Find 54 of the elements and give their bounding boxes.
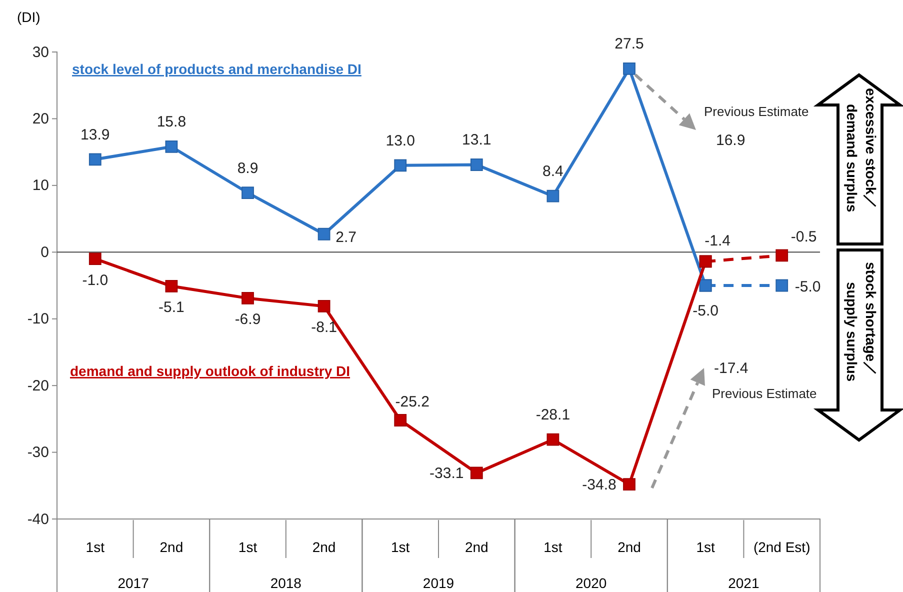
y-tick-label: 20 [32, 110, 49, 128]
text: excessive stock／ [863, 88, 879, 209]
data-label: -34.8 [582, 476, 616, 494]
data-label: -8.1 [311, 319, 337, 336]
y-tick-label: -40 [27, 510, 49, 528]
data-label: -5.1 [158, 299, 184, 316]
series-label: demand and supply outlook of industry DI [70, 363, 350, 379]
text: stock shortage／ [863, 262, 879, 376]
x-tick-label: 1st [86, 539, 105, 555]
data-label: 13.1 [462, 132, 492, 149]
data-label: -25.2 [395, 393, 430, 410]
y-tick-label: -30 [27, 444, 49, 462]
data-label: 8.9 [237, 160, 258, 177]
data-label: 13.9 [80, 126, 110, 144]
x-tick-label: 2nd [464, 539, 488, 555]
text: 2019 [422, 575, 454, 591]
data-label: 27.5 [614, 36, 644, 53]
text: supply surplus [844, 282, 860, 382]
y-tick-label: -20 [27, 377, 49, 394]
y-tick-label: 30 [32, 44, 49, 61]
x-tick-label: 2nd [618, 539, 641, 555]
data-label: -6.9 [234, 311, 261, 328]
data-label: -28.1 [536, 406, 570, 424]
y-tick-label: 10 [32, 177, 49, 194]
annotation: Previous Estimate [712, 386, 817, 401]
x-tick-label: 2nd [160, 539, 184, 555]
text: 2021 [728, 575, 760, 591]
annotation: 16.9 [716, 132, 746, 149]
data-label: -1.0 [82, 272, 108, 289]
x-tick-label: 1st [238, 539, 258, 555]
x-tick-label: 1st [391, 539, 410, 555]
annotation: Previous Estimate [704, 104, 809, 119]
data-label: 15.8 [156, 114, 186, 131]
annotation: -17.4 [714, 360, 748, 377]
text: 2018 [270, 575, 302, 591]
y-axis-title: (DI) [17, 9, 40, 25]
y-tick-label: -10 [27, 310, 49, 328]
data-label: -5.0 [692, 302, 718, 320]
data-label: -1.4 [704, 232, 730, 250]
text: 2020 [576, 575, 607, 591]
x-tick-label: 1st [544, 539, 562, 555]
data-label: -0.5 [790, 228, 817, 246]
y-tick-label: 0 [40, 244, 49, 261]
text: stock level of products and merchandise DI [72, 61, 362, 77]
x-tick-label: 2nd [312, 539, 336, 555]
data-label: -33.1 [430, 464, 464, 482]
text: demand surplus [844, 104, 860, 212]
data-label: 2.7 [336, 229, 356, 246]
data-label: 13.0 [386, 132, 415, 150]
data-label: 8.4 [542, 163, 564, 180]
x-tick-label: (2nd Est) [753, 539, 810, 555]
x-tick-label: 1st [696, 539, 715, 555]
data-label: -5.0 [794, 278, 821, 296]
text: 2017 [118, 575, 149, 591]
